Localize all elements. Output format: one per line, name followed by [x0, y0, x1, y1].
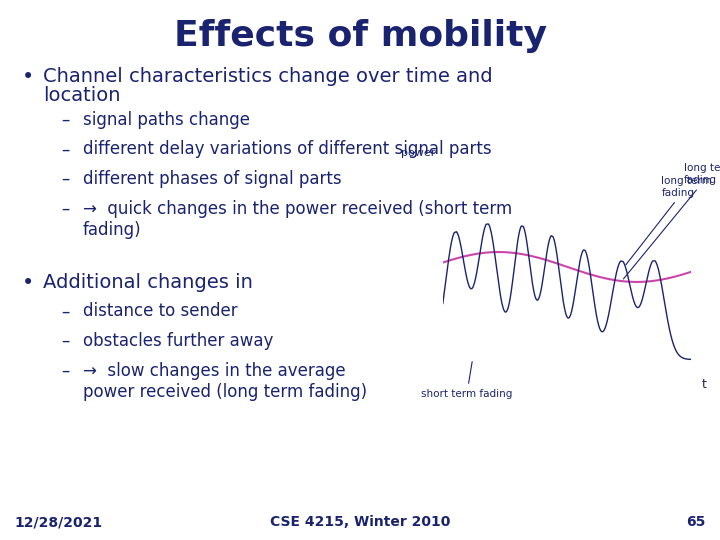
Text: –: – — [61, 200, 70, 218]
Text: short term fading: short term fading — [421, 362, 513, 399]
Text: location: location — [43, 86, 121, 105]
Text: CSE 4215, Winter 2010: CSE 4215, Winter 2010 — [270, 515, 450, 529]
Text: Effects of mobility: Effects of mobility — [174, 19, 546, 53]
Text: •: • — [22, 273, 34, 293]
Text: long term
fading: long term fading — [626, 176, 712, 265]
Text: →  slow changes in the average: → slow changes in the average — [83, 362, 346, 380]
Text: fading): fading) — [83, 221, 141, 239]
Text: →  quick changes in the power received (short term: → quick changes in the power received (s… — [83, 200, 512, 218]
Text: long term
fading: long term fading — [624, 164, 720, 279]
Text: obstacles further away: obstacles further away — [83, 332, 273, 350]
Text: –: – — [61, 332, 70, 350]
Text: different phases of signal parts: different phases of signal parts — [83, 170, 341, 188]
Text: –: – — [61, 362, 70, 380]
Text: •: • — [22, 68, 34, 87]
Text: 65: 65 — [686, 515, 706, 529]
Text: distance to sender: distance to sender — [83, 302, 238, 320]
Text: 12/28/2021: 12/28/2021 — [14, 515, 102, 529]
Text: t: t — [702, 378, 707, 391]
Text: signal paths change: signal paths change — [83, 111, 250, 129]
Text: Additional changes in: Additional changes in — [43, 273, 253, 292]
Text: –: – — [61, 111, 70, 129]
Text: –: – — [61, 302, 70, 320]
Text: Channel characteristics change over time and: Channel characteristics change over time… — [43, 68, 492, 86]
Text: different delay variations of different signal parts: different delay variations of different … — [83, 140, 492, 158]
Text: power: power — [401, 148, 436, 159]
Text: –: – — [61, 140, 70, 158]
Text: power received (long term fading): power received (long term fading) — [83, 383, 367, 401]
Text: –: – — [61, 170, 70, 188]
